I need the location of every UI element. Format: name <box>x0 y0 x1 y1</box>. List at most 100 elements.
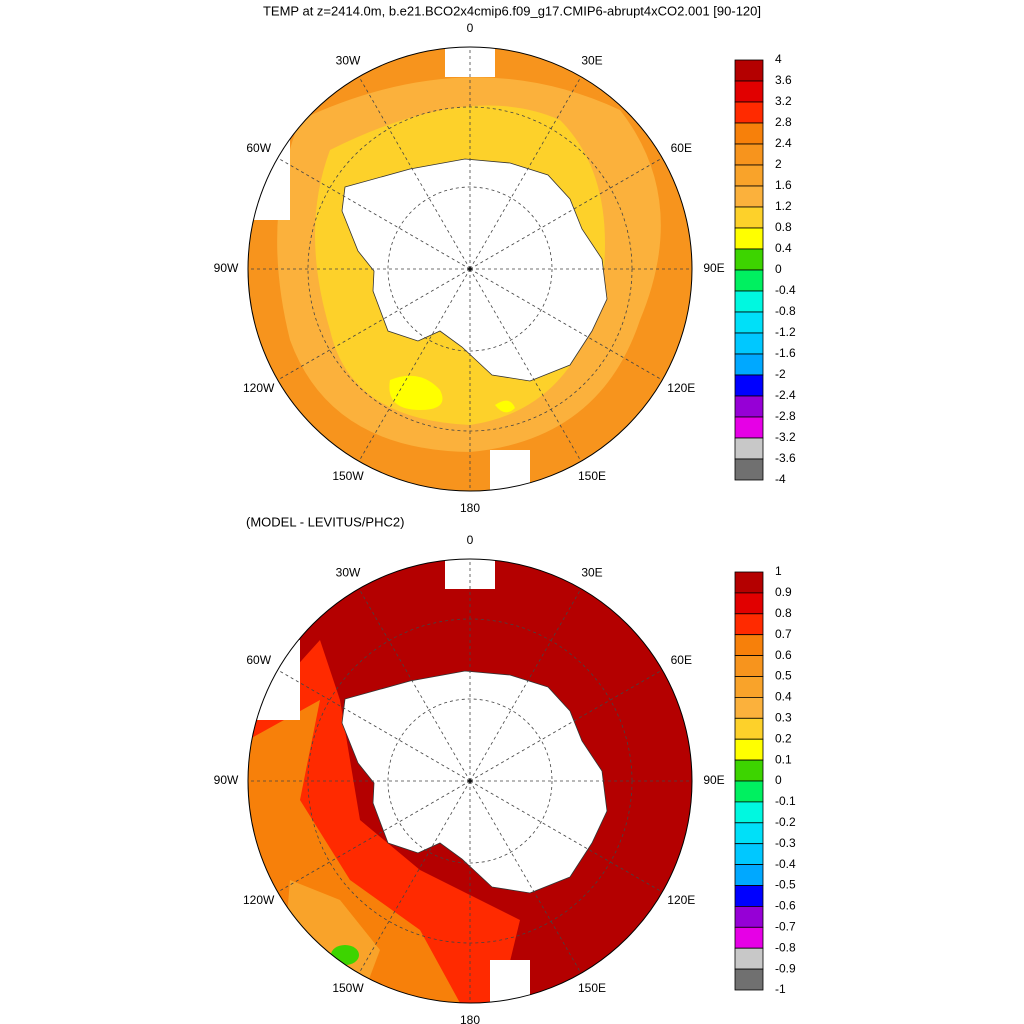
colorbar-box <box>734 101 764 124</box>
colorbar-box <box>734 926 764 949</box>
meridian <box>277 669 471 782</box>
colorbar-box <box>734 458 764 481</box>
longitude-label: 120W <box>243 381 275 395</box>
colorbar-label: 0.4 <box>775 241 792 255</box>
meridian <box>469 76 582 270</box>
longitude-label: 30E <box>581 565 602 579</box>
longitude-label: 0 <box>467 533 474 547</box>
meridian <box>358 76 471 270</box>
colorbar-label: -1.2 <box>775 325 796 339</box>
meridian <box>358 780 471 974</box>
colorbar-box <box>734 843 764 866</box>
latitude-circle <box>387 698 553 864</box>
colorbar-box <box>734 374 764 397</box>
colorbar-label: -0.8 <box>775 940 796 954</box>
longitude-label: 30W <box>336 565 361 579</box>
colorbar-box <box>734 676 764 698</box>
colorbar-box <box>734 290 764 313</box>
colorbar-box <box>734 437 764 460</box>
colorbar-box <box>734 332 764 355</box>
colorbar-label: 0 <box>775 262 782 276</box>
colorbar-label: 3.6 <box>775 73 792 87</box>
colorbar-box <box>734 571 764 594</box>
colorbar-label: -0.9 <box>775 961 796 975</box>
colorbar-label: -0.4 <box>775 857 796 871</box>
longitude-label: 90E <box>703 773 724 787</box>
figure-title: TEMP at z=2414.0m, b.e21.BCO2x4cmip6.f09… <box>263 3 761 18</box>
colorbar-label: 0.8 <box>775 220 792 234</box>
colorbar-box <box>734 822 764 845</box>
colorbar-label: 3.2 <box>775 94 792 108</box>
colorbar-label: 2.4 <box>775 136 792 150</box>
colorbar-box <box>734 885 764 907</box>
colorbar-label: 0.3 <box>775 710 792 724</box>
meridian <box>469 268 663 381</box>
longitude-label: 150W <box>332 469 364 483</box>
colorbar-label: -4 <box>775 472 786 486</box>
colorbar-box <box>734 759 764 782</box>
pole-mark <box>467 778 473 784</box>
longitude-label: 30W <box>336 53 361 67</box>
longitude-label: 60W <box>246 653 271 667</box>
colorbar-label: -0.7 <box>775 919 796 933</box>
colorbar-box <box>734 801 764 824</box>
meridian <box>277 268 471 381</box>
colorbar-label: 0.6 <box>775 648 792 662</box>
colorbar-box <box>734 353 764 376</box>
colorbar-box <box>734 947 764 970</box>
map-field <box>248 47 692 491</box>
longitude-label: 60E <box>671 653 692 667</box>
colorbar-label: -2 <box>775 367 786 381</box>
colorbar-box <box>734 592 764 615</box>
longitude-label: 180 <box>460 501 480 515</box>
colorbar-box <box>734 780 764 803</box>
longitude-label: 90W <box>214 773 239 787</box>
colorbar-label: 0.1 <box>775 752 792 766</box>
colorbar-label: 1.6 <box>775 178 792 192</box>
colorbar-label: -0.8 <box>775 304 796 318</box>
longitude-label: 120E <box>667 381 695 395</box>
meridian <box>469 780 582 974</box>
longitude-label: 180 <box>460 1013 480 1024</box>
colorbar-label: 2.8 <box>775 115 792 129</box>
longitude-label: 30E <box>581 53 602 67</box>
map-border <box>247 46 693 492</box>
longitude-label: 120E <box>667 893 695 907</box>
colorbar-label: 1.2 <box>775 199 792 213</box>
colorbar-box <box>734 416 764 439</box>
longitude-label: 150W <box>332 981 364 995</box>
colorbar-box <box>734 906 764 928</box>
meridian <box>277 780 471 893</box>
colorbar-box <box>734 738 764 761</box>
colorbar-box <box>734 697 764 719</box>
colorbar-label: -1.6 <box>775 346 796 360</box>
colorbar-box <box>734 122 764 145</box>
meridian <box>469 780 663 893</box>
longitude-label: 90W <box>214 261 239 275</box>
panel-subtitle: (MODEL - LEVITUS/PHC2) <box>246 514 404 529</box>
colorbar-box <box>734 227 764 250</box>
colorbar-box <box>734 864 764 886</box>
map-border <box>247 558 693 1004</box>
longitude-label: 90E <box>703 261 724 275</box>
colorbar-label: -1 <box>775 982 786 996</box>
colorbar-box <box>734 968 764 991</box>
longitude-label: 60W <box>246 141 271 155</box>
colorbar-label: 1 <box>775 564 782 578</box>
colorbar-box <box>734 311 764 334</box>
colorbar-box <box>734 143 764 166</box>
colorbar-label: -0.2 <box>775 815 796 829</box>
colorbar-label: -0.3 <box>775 836 796 850</box>
longitude-label: 120W <box>243 893 275 907</box>
meridian <box>469 669 663 782</box>
meridian <box>469 588 582 782</box>
longitude-label: 60E <box>671 141 692 155</box>
colorbar-box <box>734 248 764 271</box>
colorbar-label: 0.2 <box>775 731 792 745</box>
colorbar-label: -0.5 <box>775 878 796 892</box>
colorbar-box <box>734 655 764 677</box>
longitude-label: 150E <box>578 469 606 483</box>
colorbar-label: 4 <box>775 52 782 66</box>
colorbar-label: 2 <box>775 157 782 171</box>
